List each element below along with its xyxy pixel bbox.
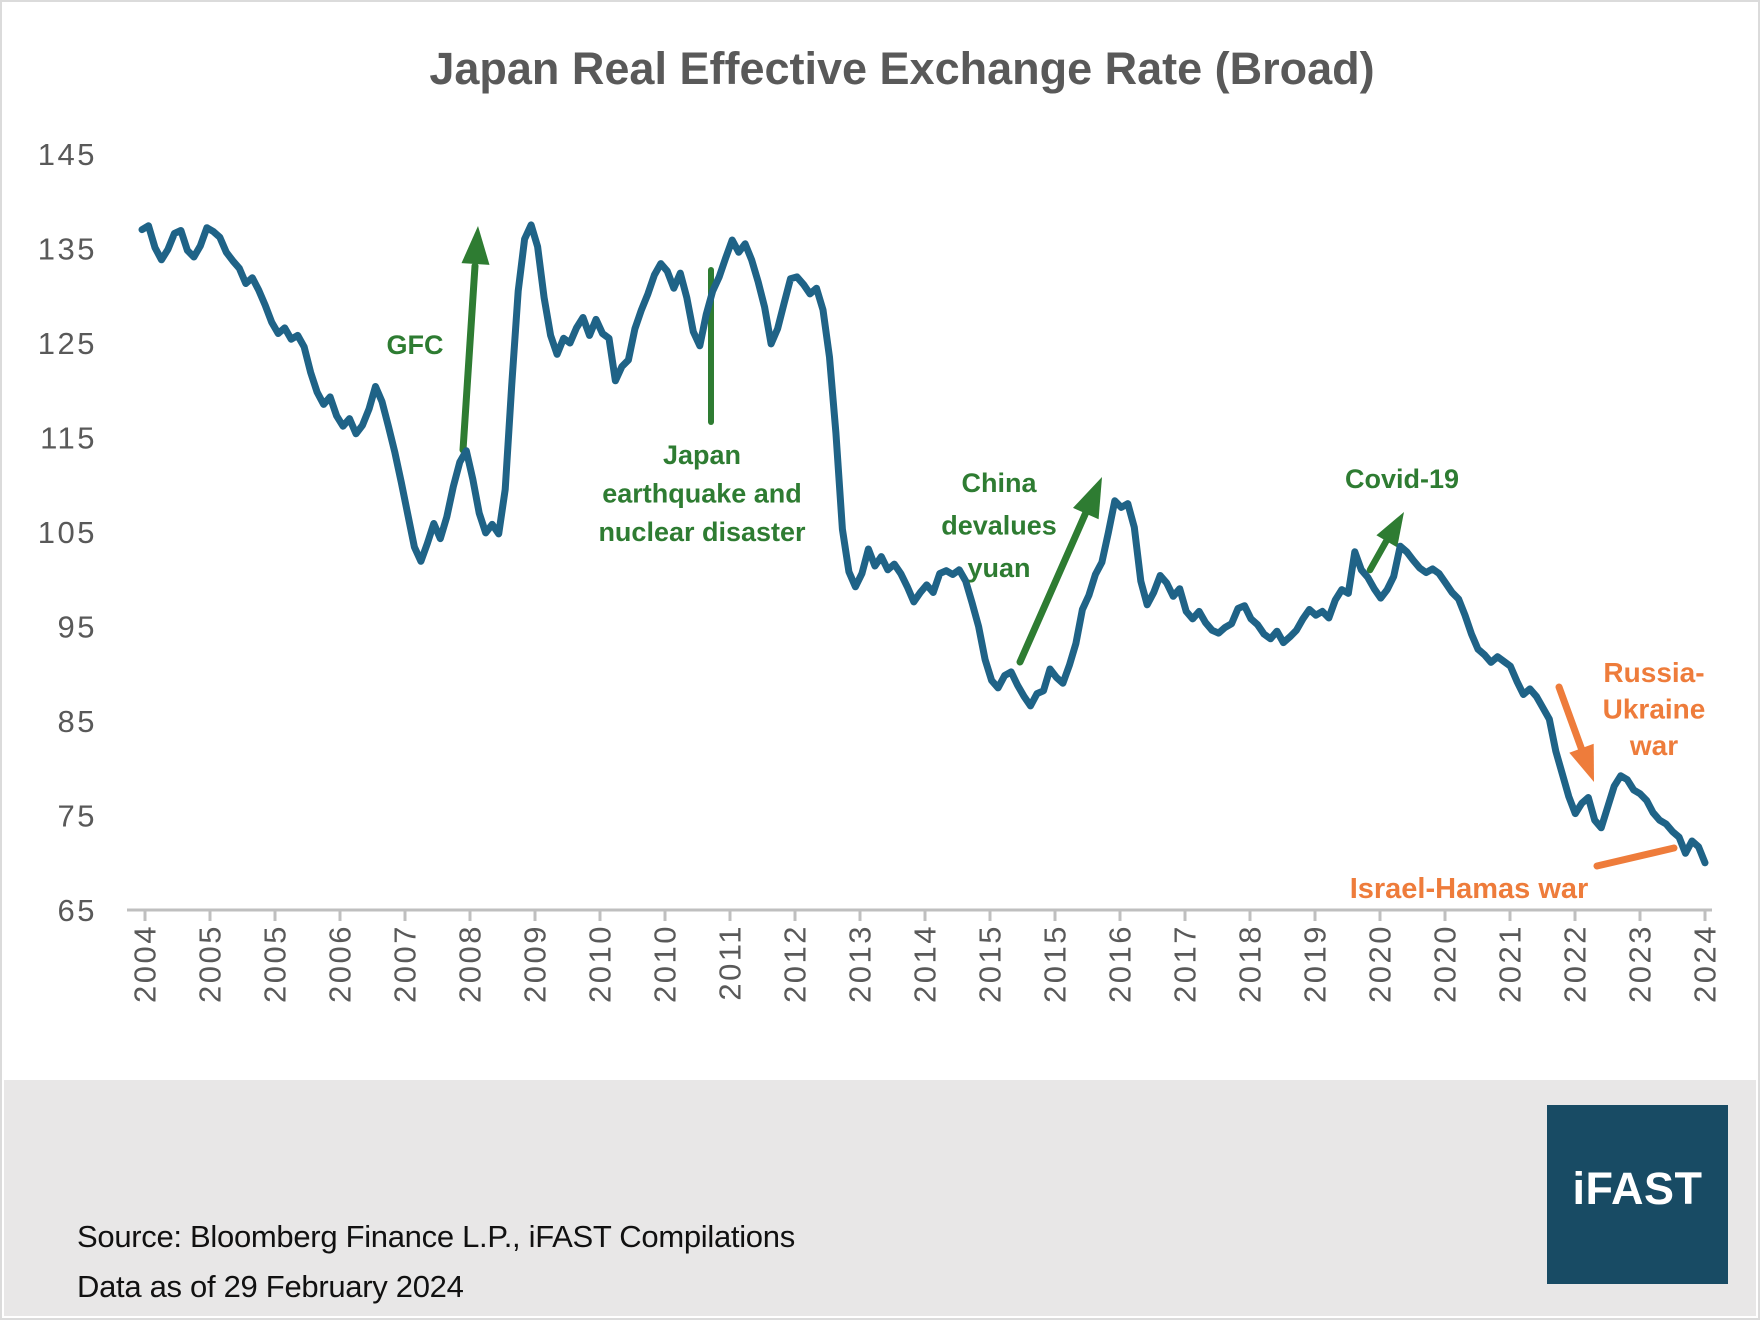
x-axis-tick-label: 2017 (1168, 924, 1203, 1003)
y-axis-tick-label: 65 (58, 893, 97, 928)
annotation-russia-ukraine-war-pointer (1555, 683, 1587, 757)
annotation-china-devalues-yuan-label: China (961, 468, 1037, 498)
x-axis-tick-label: 2015 (1038, 924, 1073, 1003)
annotation-russia-ukraine-war-label: war (1629, 730, 1678, 761)
x-axis-tick-label: 2011 (713, 924, 748, 1001)
annotation-russia-ukraine-war-label: Ukraine (1603, 694, 1706, 725)
x-axis-tick-label: 2005 (258, 924, 293, 1003)
footer-text: Source: Bloomberg Finance L.P., iFAST Co… (77, 1212, 795, 1312)
axes: 145 135 125 115 105 95 85 75 65 2004 2005 2005 2006 2… (38, 137, 1723, 1003)
x-axis-tick-label: 2021 (1493, 924, 1528, 1003)
annotation-russia-ukraine-war-arrowhead (1569, 743, 1594, 782)
x-axis-tick-label: 2012 (778, 924, 813, 1003)
x-axis-tick-label: 2010 (583, 924, 618, 1003)
annotation-japan-earthquake-label: nuclear disaster (598, 517, 806, 547)
y-axis-tick-label: 145 (38, 137, 97, 172)
annotation-covid-19-pointer (1366, 534, 1392, 574)
x-axis-tick-label: 2020 (1428, 924, 1463, 1003)
x-axis-tick-label: 2007 (388, 924, 423, 1003)
y-axis-tick-label: 95 (58, 610, 97, 645)
annotation-japan-earthquake-label: Japan (663, 440, 741, 470)
y-axis-tick-label: 85 (58, 704, 97, 739)
x-axis-tick-label: 2022 (1558, 924, 1593, 1003)
annotation-covid-19-arrowhead (1376, 512, 1404, 548)
y-axis-tick-label: 115 (40, 421, 97, 456)
x-axis-tick-label: 2023 (1623, 924, 1658, 1003)
y-axis-tick-label: 135 (38, 232, 97, 267)
ifast-logo-text: iFAST (1572, 1162, 1703, 1214)
annotation-china-devalues-yuan-arrowhead (1073, 477, 1102, 520)
x-axis-tick-label: 2024 (1688, 924, 1723, 1003)
x-axis-tick-label: 2019 (1298, 924, 1333, 1003)
chart-title: Japan Real Effective Exchange Rate (Broa… (429, 43, 1374, 94)
annotation-china-devalues-yuan-label: yuan (967, 553, 1030, 583)
annotation-israel-hamas-war-pointer (1593, 844, 1678, 870)
annotation-japan-earthquake-label: earthquake and (602, 479, 802, 509)
annotation-pointers (459, 226, 1678, 870)
x-axis-tick-label: 2004 (128, 924, 163, 1003)
series (138, 221, 1709, 867)
y-axis-tick-label: 75 (58, 799, 97, 834)
x-axis-tick-label: 2005 (193, 924, 228, 1003)
x-axis-tick-label: 2020 (1363, 924, 1398, 1003)
reer-series-line (138, 221, 1709, 867)
data-as-of-line: Data as of 29 February 2024 (77, 1269, 464, 1304)
reer-line-chart: Japan Real Effective Exchange Rate (Broa… (38, 43, 1723, 1003)
x-axis-tick-label: 2006 (323, 924, 358, 1003)
annotation-gfc-label: GFC (387, 330, 444, 360)
x-axis-tick-label: 2009 (518, 924, 553, 1003)
footer-bar: Source: Bloomberg Finance L.P., iFAST Co… (4, 1080, 1756, 1316)
annotation-china-devalues-yuan-label: devalues (941, 511, 1057, 541)
source-line: Source: Bloomberg Finance L.P., iFAST Co… (77, 1219, 795, 1254)
x-axis-tick-label: 2014 (908, 924, 943, 1003)
annotation-gfc-pointer (459, 262, 479, 454)
x-axis-tick-label: 2013 (843, 924, 878, 1003)
x-axis-tick-label: 2016 (1103, 924, 1138, 1003)
annotation-labels: GFC Japan earthquake and nuclear disaster Ch… (387, 330, 1706, 905)
annotation-russia-ukraine-war-label: Russia- (1603, 657, 1704, 688)
x-axis-tick-label: 2018 (1233, 924, 1268, 1003)
annotation-israel-hamas-war-label: Israel-Hamas war (1350, 873, 1589, 905)
x-axis-tick-label: 2008 (453, 924, 488, 1003)
ifast-logo: iFAST (1547, 1105, 1728, 1284)
annotation-china-devalues-yuan-pointer (1016, 506, 1091, 666)
x-axis-tick-label: 2010 (648, 924, 683, 1003)
y-axis-tick-label: 125 (38, 326, 97, 361)
annotation-gfc-arrowhead (461, 226, 490, 265)
annotation-covid-19-label: Covid-19 (1345, 464, 1459, 494)
y-axis-tick-label: 105 (38, 515, 97, 550)
x-axis-tick-label: 2015 (973, 924, 1008, 1003)
